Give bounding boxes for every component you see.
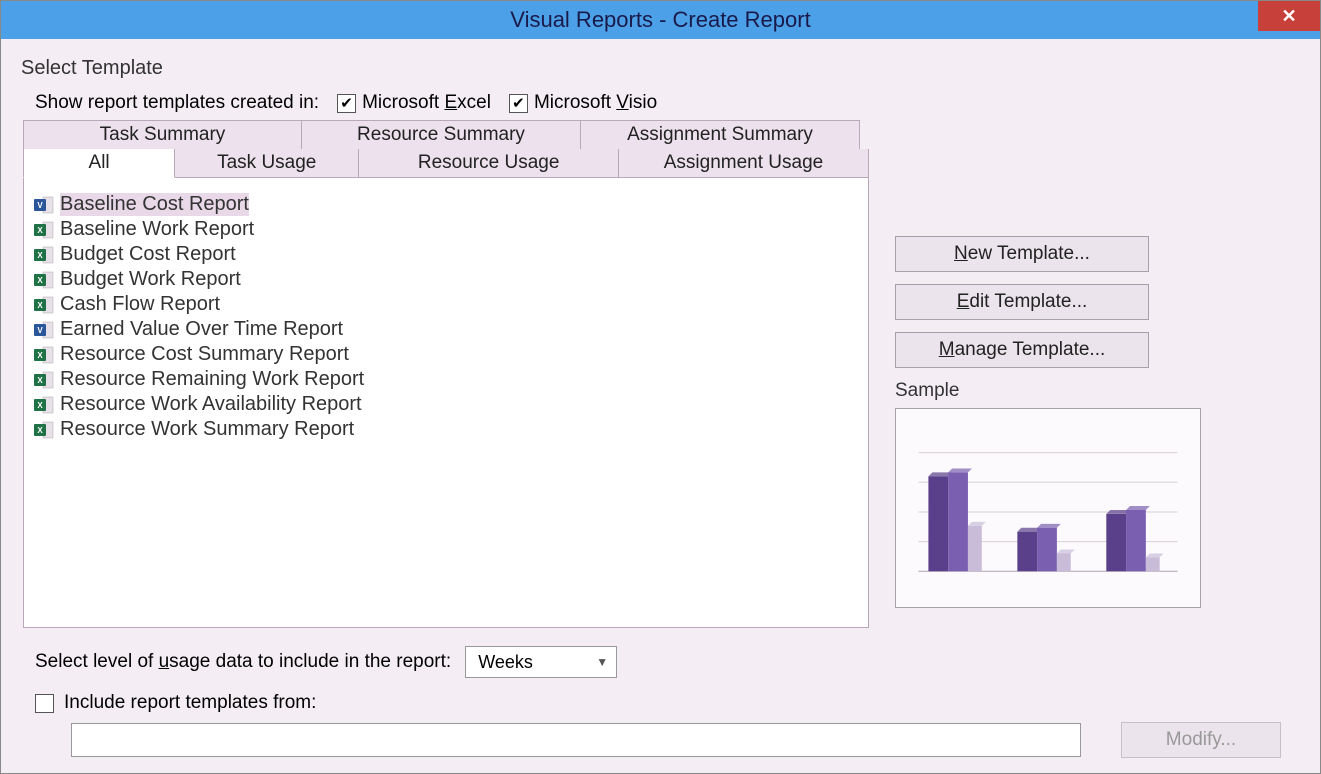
path-row: Modify... [71,722,1300,758]
excel-file-icon: X [34,246,54,264]
sample-label: Sample [895,380,1235,402]
svg-text:X: X [37,251,43,260]
template-item[interactable]: X Resource Cost Summary Report [34,342,858,367]
edit-template-button[interactable]: Edit Template... [895,284,1149,320]
templates-panel: Task Summary Resource Summary Assignment… [21,120,869,628]
excel-file-icon: X [34,221,54,239]
template-item-label: Budget Work Report [60,268,241,291]
template-item-label: Baseline Cost Report [60,193,249,216]
template-item-label: Resource Remaining Work Report [60,368,364,391]
excel-file-icon: X [34,396,54,414]
visio-checkbox-wrap[interactable]: Microsoft Visio [509,92,657,114]
excel-file-icon: X [34,421,54,439]
excel-file-icon: X [34,296,54,314]
include-path-input[interactable] [71,723,1081,757]
svg-text:X: X [37,276,43,285]
template-listbox[interactable]: V Baseline Cost Report X Baseline Work R… [23,178,869,628]
svg-text:X: X [37,226,43,235]
modify-button: Modify... [1121,722,1281,758]
template-item-label: Baseline Work Report [60,218,254,241]
bottom-area: Select level of usage data to include in… [35,646,1300,758]
template-item[interactable]: X Resource Work Summary Report [34,417,858,442]
tabs: Task Summary Resource Summary Assignment… [23,120,869,178]
tab-assignment-summary[interactable]: Assignment Summary [581,120,860,149]
visio-checkbox[interactable] [509,94,528,113]
excel-file-icon: X [34,271,54,289]
filter-row: Show report templates created in: Micros… [35,92,1300,114]
svg-text:X: X [37,401,43,410]
tab-resource-summary[interactable]: Resource Summary [302,120,581,149]
main-row: Task Summary Resource Summary Assignment… [21,120,1300,628]
svg-text:V: V [37,326,43,335]
visual-reports-dialog: Visual Reports - Create Report ✕ Select … [0,0,1321,774]
template-item-label: Resource Cost Summary Report [60,343,349,366]
filter-label: Show report templates created in: [35,92,319,114]
template-item[interactable]: V Baseline Cost Report [34,192,858,217]
excel-file-icon: X [34,371,54,389]
template-item-label: Resource Work Summary Report [60,418,354,441]
template-item[interactable]: X Baseline Work Report [34,217,858,242]
visio-file-icon: V [34,321,54,339]
tab-row-bottom: All Task Usage Resource Usage Assignment… [23,149,869,178]
svg-text:X: X [37,376,43,385]
svg-text:X: X [37,301,43,310]
svg-text:V: V [37,201,43,210]
template-item[interactable]: X Resource Work Availability Report [34,392,858,417]
titlebar: Visual Reports - Create Report ✕ [1,1,1320,39]
tab-all[interactable]: All [23,149,175,178]
close-button[interactable]: ✕ [1258,1,1320,31]
template-item-label: Budget Cost Report [60,243,236,266]
include-checkbox[interactable] [35,694,54,713]
right-column: New Template... Edit Template... Manage … [895,120,1235,628]
excel-checkbox-label: Microsoft Excel [362,92,491,114]
template-item[interactable]: X Budget Work Report [34,267,858,292]
tab-row-top: Task Summary Resource Summary Assignment… [23,120,869,149]
template-item-label: Resource Work Availability Report [60,393,362,416]
window-title: Visual Reports - Create Report [510,7,810,33]
svg-text:X: X [37,351,43,360]
manage-template-button[interactable]: Manage Template... [895,332,1149,368]
sample-preview [895,408,1201,608]
usage-label: Select level of usage data to include in… [35,651,451,673]
usage-level-value: Weeks [478,652,533,673]
tab-assignment-usage[interactable]: Assignment Usage [619,149,869,178]
tab-task-usage[interactable]: Task Usage [175,149,359,178]
visio-checkbox-label: Microsoft Visio [534,92,657,114]
include-row: Include report templates from: [35,692,1300,714]
usage-level-select[interactable]: Weeks ▼ [465,646,617,678]
tab-resource-usage[interactable]: Resource Usage [359,149,619,178]
template-item[interactable]: V Earned Value Over Time Report [34,317,858,342]
excel-checkbox[interactable] [337,94,356,113]
svg-text:X: X [37,426,43,435]
visio-file-icon: V [34,196,54,214]
template-item[interactable]: X Cash Flow Report [34,292,858,317]
template-item[interactable]: X Resource Remaining Work Report [34,367,858,392]
usage-row: Select level of usage data to include in… [35,646,1300,678]
chevron-down-icon: ▼ [596,655,608,669]
new-template-button[interactable]: New Template... [895,236,1149,272]
excel-checkbox-wrap[interactable]: Microsoft Excel [337,92,491,114]
template-item-label: Earned Value Over Time Report [60,318,343,341]
template-item[interactable]: X Budget Cost Report [34,242,858,267]
template-item-label: Cash Flow Report [60,293,220,316]
sample-chart-icon [910,423,1186,593]
include-label: Include report templates from: [64,692,316,714]
tab-task-summary[interactable]: Task Summary [23,120,302,149]
excel-file-icon: X [34,346,54,364]
dialog-content: Select Template Show report templates cr… [1,39,1320,773]
select-template-label: Select Template [21,57,1300,80]
